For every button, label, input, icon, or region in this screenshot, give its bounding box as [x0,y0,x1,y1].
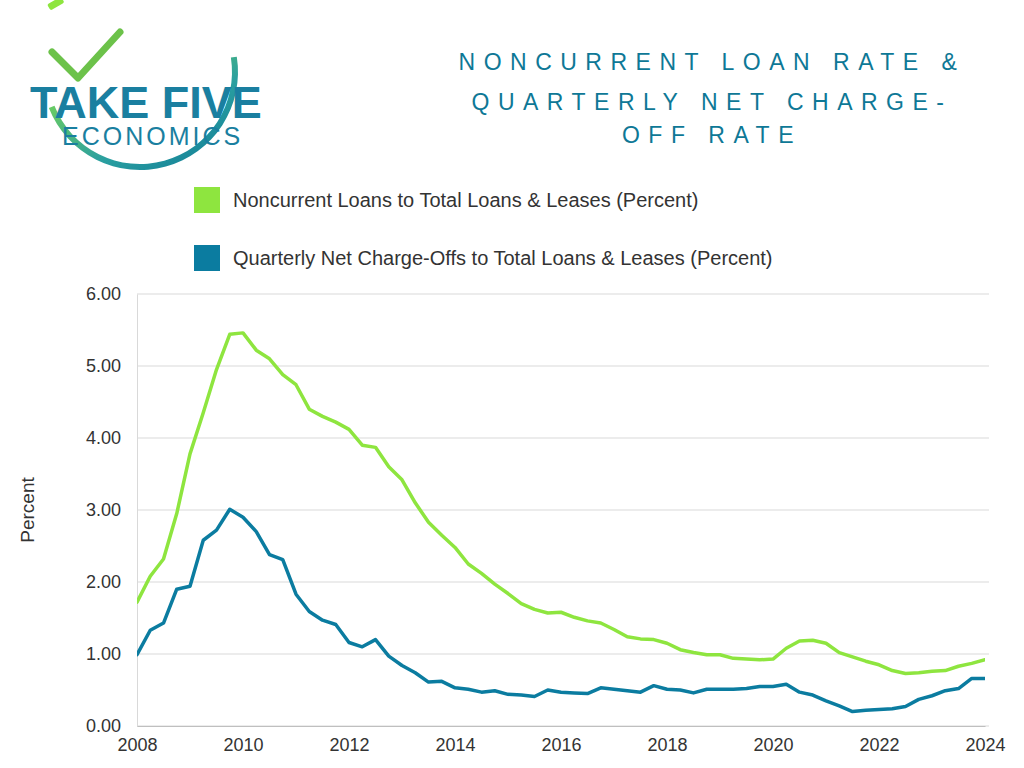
x-tick: 2022 [859,726,899,755]
x-tick-label: 2008 [117,735,157,755]
legend-swatch [194,245,220,271]
grid-line [137,510,989,511]
y-tick-label: 1.00 [86,644,121,664]
grid [137,294,989,726]
grid-line [137,438,989,439]
legend-label: Quarterly Net Charge-Offs to Total Loans… [233,247,773,269]
series-line [137,333,985,674]
x-axis: 2008 2010 2012 2014 2016 2018 2020 2022 2024 [117,726,1005,755]
chart-title: QUARTERLY NET CHARGE- [472,89,953,115]
y-tick-label: 2.00 [86,572,121,592]
plot-area [137,333,985,712]
grid-line [137,654,989,655]
y-tick: 3.00 [86,500,137,520]
x-tick-label: 2016 [541,735,581,755]
logo-title: TAKE FIVE [30,77,262,128]
y-tick: 6.00 [86,284,137,304]
grid-line [137,366,989,367]
x-tick: 2024 [965,726,1005,755]
x-axis-line [138,726,986,727]
x-tick: 2020 [753,726,793,755]
y-tick-label: 0.00 [86,716,121,736]
logo-check [52,32,120,78]
x-tick-label: 2012 [329,735,369,755]
y-tick: 0.00 [86,716,137,736]
x-tick-label: 2020 [753,735,793,755]
chart-title: OFF RATE [622,122,802,148]
grid-line [137,726,989,727]
x-tick: 2016 [541,726,581,755]
x-tick-label: 2010 [223,735,263,755]
x-tick-label: 2024 [965,735,1005,755]
y-axis-line [137,295,138,727]
y-tick: 2.00 [86,572,137,592]
grid-line [137,582,989,583]
x-tick: 2014 [435,726,475,755]
logo-knob [47,0,64,11]
y-tick-label: 5.00 [86,356,121,376]
y-tick-label: 3.00 [86,500,121,520]
x-tick: 2012 [329,726,369,755]
y-tick: 1.00 [86,644,137,664]
y-axis: 0.00 1.00 2.00 3.00 4.00 5.00 6.00 [86,284,138,736]
y-tick: 5.00 [86,356,137,376]
series-line [137,509,985,711]
logo-subtitle: ECONOMICS [62,122,243,150]
y-axis-title: Percent [17,477,38,543]
x-tick-label: 2018 [647,735,687,755]
x-tick-label: 2022 [859,735,899,755]
x-tick: 2010 [223,726,263,755]
grid-line [137,294,989,295]
y-tick-label: 4.00 [86,428,121,448]
x-tick-label: 2014 [435,735,475,755]
x-tick: 2018 [647,726,687,755]
logo: TAKE FIVEECONOMICS [30,0,262,170]
chart-title: NONCURRENT LOAN RATE & [459,49,966,75]
legend-label: Noncurrent Loans to Total Loans & Leases… [233,189,698,211]
x-tick: 2008 [117,726,157,755]
chart: TAKE FIVEECONOMICS NONCURRENT LOAN RATE &… [0,0,1024,768]
y-tick: 4.00 [86,428,137,448]
y-tick-label: 6.00 [86,284,121,304]
legend-swatch [194,187,220,213]
